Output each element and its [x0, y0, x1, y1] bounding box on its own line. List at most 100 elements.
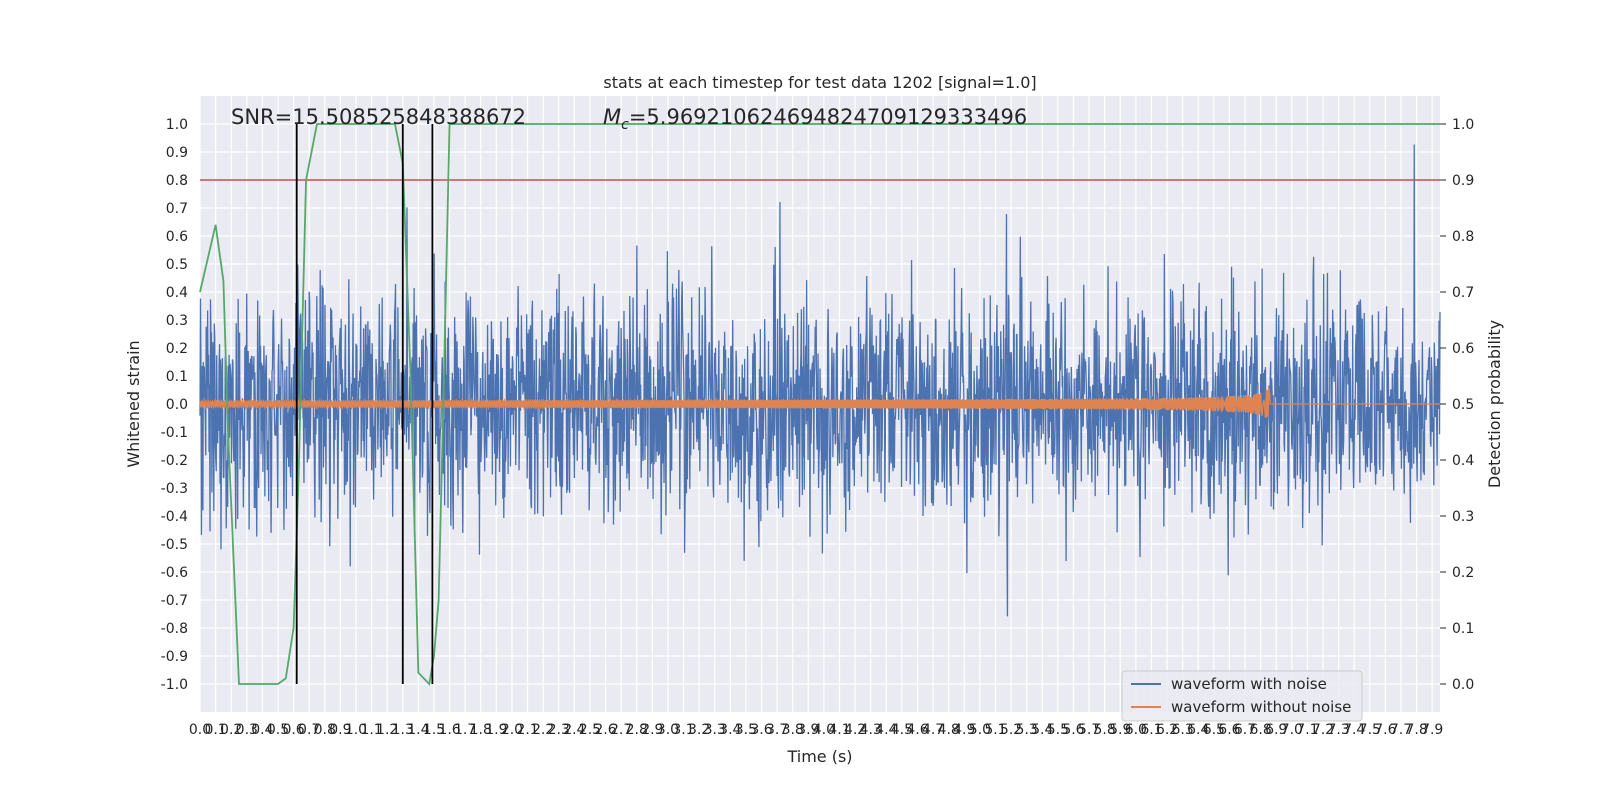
y-axis-left-ticks: -1.0 -0.9 -0.8 -0.7 -0.6 -0.5 -0.4 -0.3 -0.2 -0.1… [161, 117, 188, 693]
x-tick-label: 0.7 [298, 722, 320, 738]
y-right-tick-label: 1.0 [1452, 117, 1474, 133]
x-tick-label: 1.0 [345, 722, 367, 738]
y-right-tick-label: 0.0 [1452, 677, 1474, 693]
y-axis-right-ticks: 0.0 0.1 0.2 0.3 0.4 0.5 0.6 0.7 0.8 0.9 1.0 [1440, 117, 1474, 693]
chirp-mass-symbol: M [603, 105, 621, 129]
y-right-tick-label: 0.1 [1452, 621, 1474, 637]
y-left-tick-label: 0.9 [166, 145, 188, 161]
x-tick-label: 3.5 [735, 722, 757, 738]
y-left-tick-label: -1.0 [161, 677, 188, 693]
x-tick-label: 0.6 [282, 722, 304, 738]
y-left-tick-label: -0.6 [161, 565, 188, 581]
x-tick-label: 5.3 [1016, 722, 1038, 738]
y-right-tick-label: 0.3 [1452, 509, 1474, 525]
y-right-tick-label: 0.8 [1452, 229, 1474, 245]
x-tick-label: 2.1 [516, 722, 538, 738]
detection-overlay [199, 123, 1440, 686]
y-left-tick-label: -0.9 [161, 649, 188, 665]
chirp-mass-annotation: Mc=5.969210624694824709129333496 [603, 105, 1027, 133]
x-tick-label: 5.5 [1047, 722, 1069, 738]
x-tick-label: 1.7 [454, 722, 476, 738]
x-tick-label: 3.3 [704, 722, 726, 738]
x-tick-label: 4.4 [875, 722, 897, 738]
legend-label-clean: waveform without noise [1171, 698, 1351, 716]
legend-box [1121, 670, 1363, 722]
y-left-tick-label: -0.3 [161, 481, 188, 497]
chart-title: stats at each timestep for test data 120… [603, 73, 1036, 92]
y-right-tick-label: 0.4 [1452, 453, 1474, 469]
x-tick-label: 1.5 [423, 722, 445, 738]
x-tick-label: 7.6 [1374, 722, 1396, 738]
x-tick-label: 5.0 [969, 722, 991, 738]
x-tick-label: 0.3 [236, 722, 258, 738]
x-tick-label: 2.6 [594, 722, 616, 738]
x-tick-label: 7.4 [1343, 722, 1365, 738]
x-tick-label: 0.1 [204, 722, 226, 738]
x-tick-label: 4.8 [938, 722, 960, 738]
x-tick-label: 5.2 [1000, 722, 1022, 738]
x-tick-label: 7.3 [1327, 722, 1349, 738]
y-axis-left-label: Whitened strain [124, 340, 143, 467]
x-tick-label: 3.2 [688, 722, 710, 738]
y-left-tick-label: 0.5 [166, 257, 188, 273]
y-left-tick-label: 0.6 [166, 229, 188, 245]
x-tick-label: 1.4 [407, 722, 429, 738]
x-tick-label: 6.9 [1265, 722, 1287, 738]
snr-annotation: SNR=15.508525848388672 [231, 105, 526, 129]
y-left-tick-label: -0.7 [161, 593, 188, 609]
y-left-tick-label: -0.1 [161, 425, 188, 441]
x-tick-label: 6.0 [1125, 722, 1147, 738]
x-tick-label: 7.0 [1281, 722, 1303, 738]
x-tick-label: 7.2 [1312, 722, 1334, 738]
detection-probability-line [199, 123, 1440, 686]
x-tick-label: 2.4 [563, 722, 585, 738]
chirp-mass-value: =5.969210624694824709129333496 [629, 105, 1027, 129]
x-tick-label: 4.5 [891, 722, 913, 738]
x-tick-label: 6.7 [1234, 722, 1256, 738]
x-tick-label: 0.8 [314, 722, 336, 738]
legend-label-noise: waveform with noise [1171, 675, 1327, 693]
x-tick-label: 0.4 [251, 722, 273, 738]
x-tick-label: 4.1 [828, 722, 850, 738]
x-tick-label: 2.3 [548, 722, 570, 738]
y-left-tick-label: 1.0 [166, 117, 188, 133]
y-left-tick-label: 0.0 [166, 397, 188, 413]
x-tick-label: 5.6 [1062, 722, 1084, 738]
x-tick-label: 1.8 [470, 722, 492, 738]
y-left-tick-label: 0.8 [166, 173, 188, 189]
y-left-tick-label: -0.4 [161, 509, 188, 525]
x-tick-label: 3.8 [782, 722, 804, 738]
x-tick-label: 4.0 [813, 722, 835, 738]
series-waveform-without-noise [199, 385, 1440, 418]
clean-waveform-line [199, 385, 1440, 418]
y-left-tick-label: 0.7 [166, 201, 188, 217]
x-tick-label: 6.6 [1218, 722, 1240, 738]
series-waveform-with-noise [199, 144, 1441, 617]
x-tick-label: 4.7 [922, 722, 944, 738]
y-right-tick-label: 0.9 [1452, 173, 1474, 189]
x-tick-label: 7.5 [1359, 722, 1381, 738]
y-left-tick-label: 0.4 [166, 285, 188, 301]
x-tick-label: 6.2 [1156, 722, 1178, 738]
y-left-tick-label: -0.5 [161, 537, 188, 553]
x-tick-label: 5.8 [1094, 722, 1116, 738]
x-axis-label: Time (s) [786, 747, 852, 766]
x-axis-ticks: 0.00.10.20.30.40.50.60.70.80.91.01.11.21… [189, 722, 1443, 738]
x-tick-label: 5.1 [984, 722, 1006, 738]
x-tick-label: 6.4 [1187, 722, 1209, 738]
x-tick-label: 5.4 [1031, 722, 1053, 738]
x-tick-label: 3.6 [750, 722, 772, 738]
x-tick-label: 1.2 [376, 722, 398, 738]
x-tick-label: 4.6 [906, 722, 928, 738]
y-axis-right-label: Detection probability [1485, 320, 1504, 488]
x-tick-label: 6.1 [1140, 722, 1162, 738]
y-left-tick-label: 0.3 [166, 313, 188, 329]
x-tick-label: 4.2 [844, 722, 866, 738]
x-tick-label: 3.0 [657, 722, 679, 738]
x-tick-label: 2.2 [532, 722, 554, 738]
x-tick-label: 1.6 [438, 722, 460, 738]
legend: waveform with noise waveform without noi… [1121, 670, 1363, 722]
y-left-tick-label: -0.2 [161, 453, 188, 469]
x-tick-label: 3.7 [766, 722, 788, 738]
x-tick-label: 4.9 [953, 722, 975, 738]
